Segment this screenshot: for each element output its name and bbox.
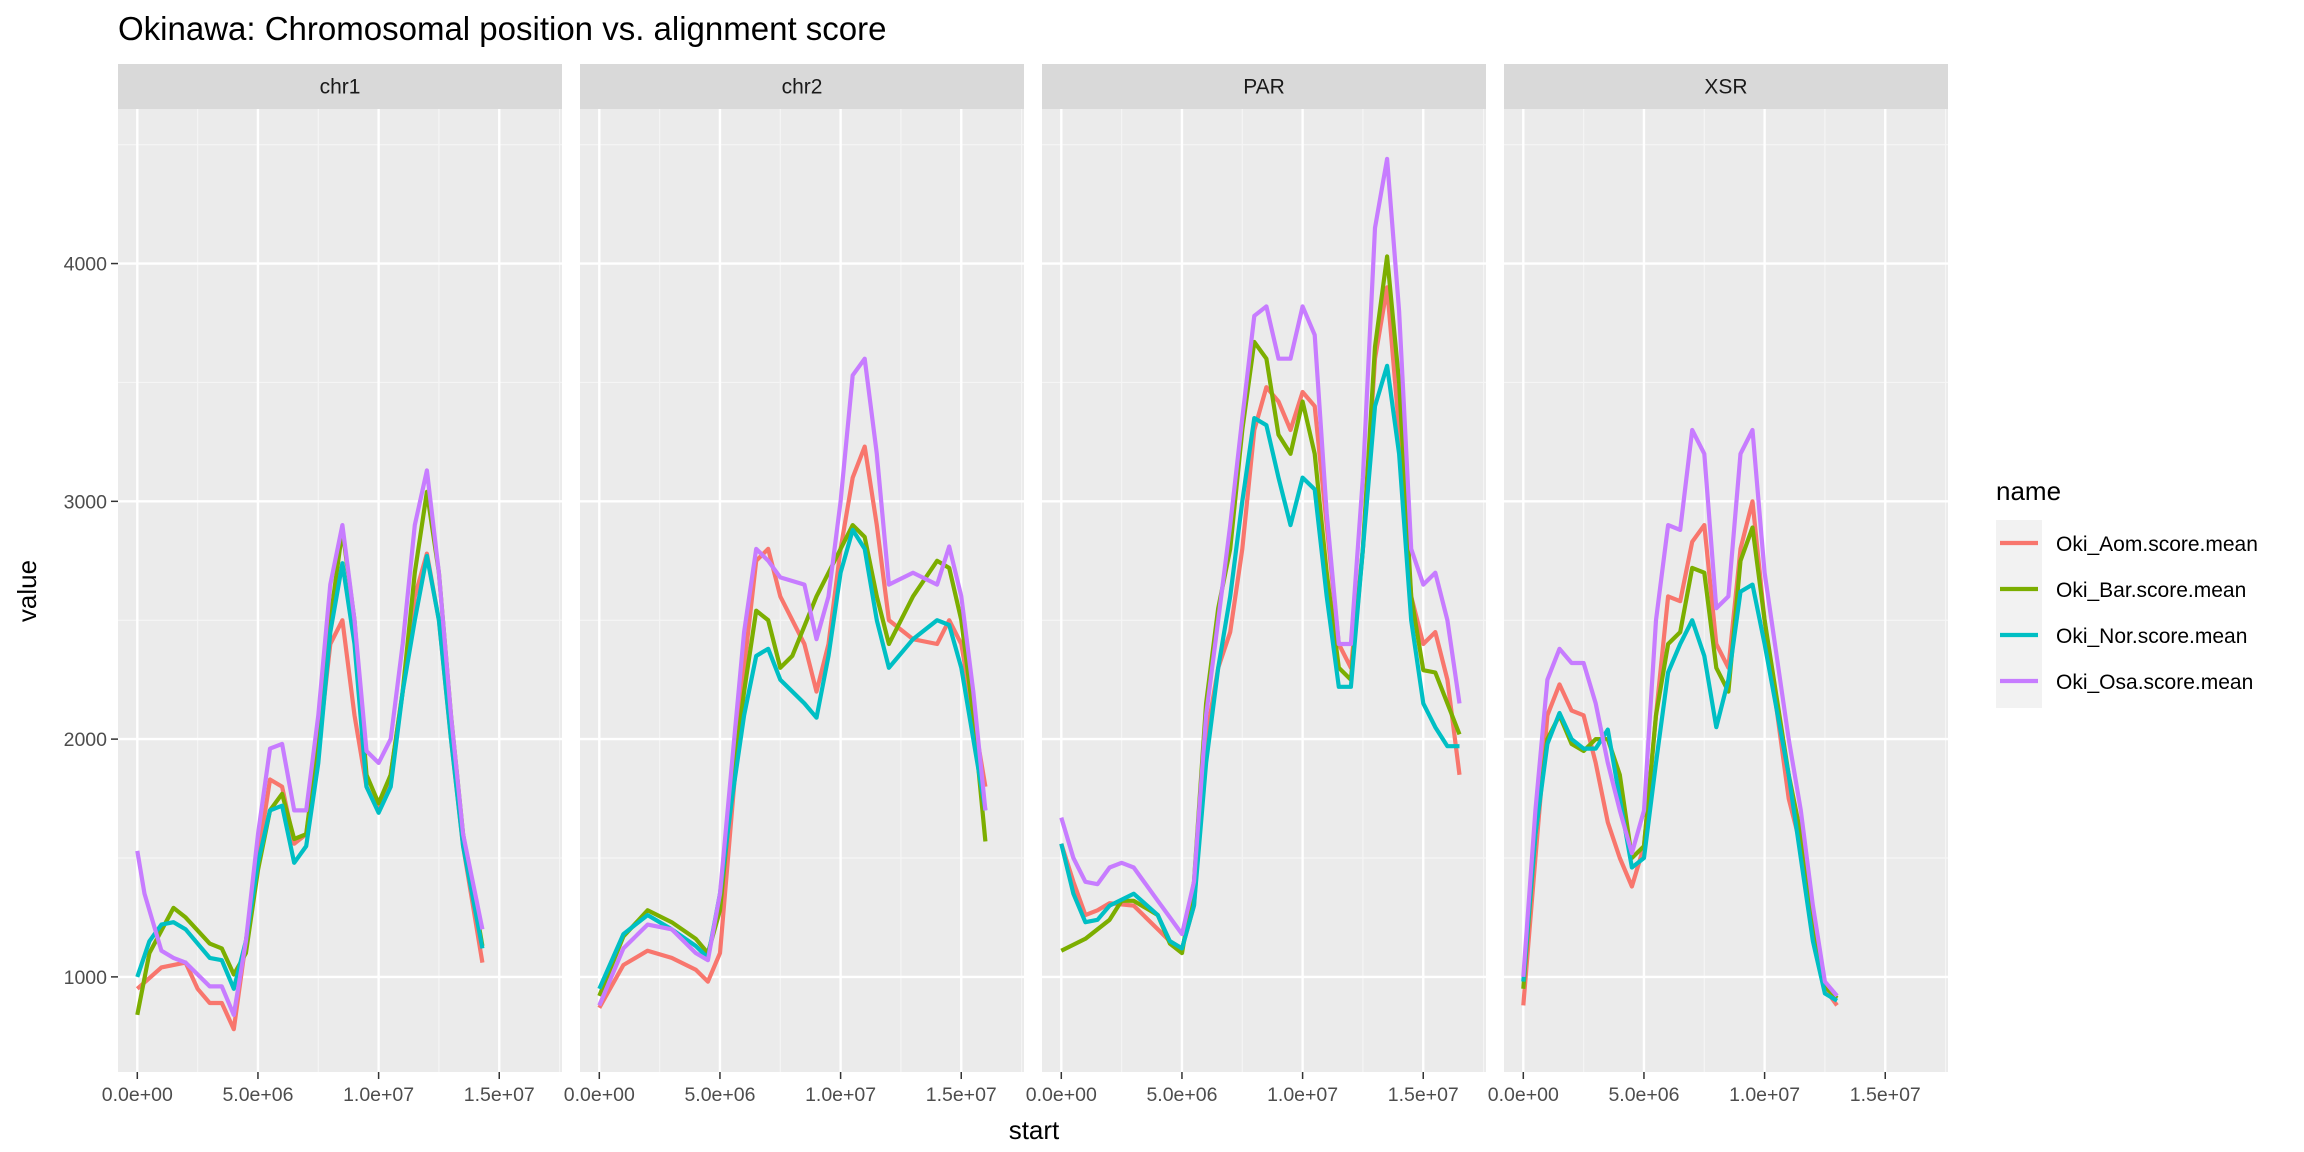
- legend-title: name: [1996, 476, 2061, 506]
- x-tick-label: 0.0e+00: [1026, 1084, 1097, 1106]
- legend-items: Oki_Aom.score.mean Oki_Bar.score.mean Oki_…: [1996, 520, 2258, 708]
- facet-strip: [580, 64, 1024, 109]
- panel-background: [1042, 109, 1486, 1072]
- facet-panels: 1000 2000 3000 4000 chr1 0.0e+00 5.0e+06 1.0e+0…: [64, 64, 1948, 1106]
- x-tick-label: 5.0e+06: [684, 1084, 755, 1106]
- y-tick-label: 3000: [64, 491, 108, 513]
- facet-strip: [118, 64, 562, 109]
- x-tick-label: 1.0e+07: [1729, 1084, 1800, 1106]
- legend-key-background: [1996, 520, 2042, 708]
- series-line-Oki_Nor.score.mean: [135, 553, 485, 991]
- series-line-Oki_Aom.score.mean: [597, 444, 988, 1009]
- facet-strip-label: chr2: [782, 76, 823, 99]
- x-tick-label: 1.0e+07: [343, 1084, 414, 1106]
- series-line-Oki_Nor.score.mean: [1059, 363, 1460, 951]
- panel-background: [118, 109, 562, 1072]
- panel-background: [1504, 109, 1948, 1072]
- facet-strip: [1504, 64, 1948, 109]
- facet-panel-chr2: chr2 0.0e+00 5.0e+06 1.0e+07 1.5e+07: [564, 64, 1024, 1106]
- series-line-Oki_Nor.score.mean: [597, 527, 988, 990]
- facet-panel-XSR: XSR 0.0e+00 5.0e+06 1.0e+07 1.5e+07: [1488, 64, 1948, 1106]
- legend-label: Oki_Nor.score.mean: [2056, 625, 2247, 648]
- chart-title: Okinawa: Chromosomal position vs. alignm…: [118, 10, 887, 47]
- y-tick-label: 1000: [64, 967, 108, 989]
- y-axis-title: value: [12, 560, 42, 622]
- x-tick-label: 1.0e+07: [1267, 1084, 1338, 1106]
- x-tick-label: 0.0e+00: [1488, 1084, 1559, 1106]
- facet-panel-chr1: chr1 0.0e+00 5.0e+06 1.0e+07 1.5e+07: [102, 64, 562, 1106]
- y-tick-label: 2000: [64, 729, 108, 751]
- x-tick-label: 5.0e+06: [222, 1084, 293, 1106]
- x-tick-label: 1.0e+07: [805, 1084, 876, 1106]
- series-line-Oki_Bar.score.mean: [597, 523, 988, 997]
- facet-strip-label: chr1: [320, 76, 361, 99]
- x-tick-label: 1.5e+07: [1388, 1084, 1459, 1106]
- facet-strip-label: PAR: [1243, 76, 1285, 99]
- series-line-Oki_Aom.score.mean: [1521, 499, 1839, 1007]
- x-axis-title: start: [1009, 1115, 1060, 1145]
- x-tick-label: 1.5e+07: [1850, 1084, 1921, 1106]
- series-line-Oki_Bar.score.mean: [135, 489, 485, 1016]
- legend: name Oki_Aom.score.mean Oki_Bar.score.mea…: [1996, 476, 2258, 708]
- x-tick-label: 5.0e+06: [1146, 1084, 1217, 1106]
- facet-strip-label: XSR: [1704, 76, 1747, 99]
- x-tick-label: 1.5e+07: [926, 1084, 997, 1106]
- series-line-Oki_Osa.score.mean: [1059, 156, 1462, 937]
- facet-strip: [1042, 64, 1486, 109]
- y-tick-label: 4000: [64, 254, 108, 276]
- legend-label: Oki_Osa.score.mean: [2056, 671, 2253, 694]
- legend-label: Oki_Bar.score.mean: [2056, 579, 2246, 602]
- series-line-Oki_Osa.score.mean: [135, 468, 485, 1017]
- facet-panel-PAR: PAR 0.0e+00 5.0e+06 1.0e+07 1.5e+07: [1026, 64, 1486, 1106]
- series-line-Oki_Nor.score.mean: [1521, 582, 1839, 1003]
- series-line-Oki_Osa.score.mean: [597, 356, 988, 1007]
- x-tick-label: 5.0e+06: [1608, 1084, 1679, 1106]
- x-tick-label: 0.0e+00: [564, 1084, 635, 1106]
- series-line-Oki_Osa.score.mean: [1521, 427, 1839, 998]
- x-tick-label: 0.0e+00: [102, 1084, 173, 1106]
- legend-label: Oki_Aom.score.mean: [2056, 533, 2258, 556]
- x-tick-label: 1.5e+07: [464, 1084, 535, 1106]
